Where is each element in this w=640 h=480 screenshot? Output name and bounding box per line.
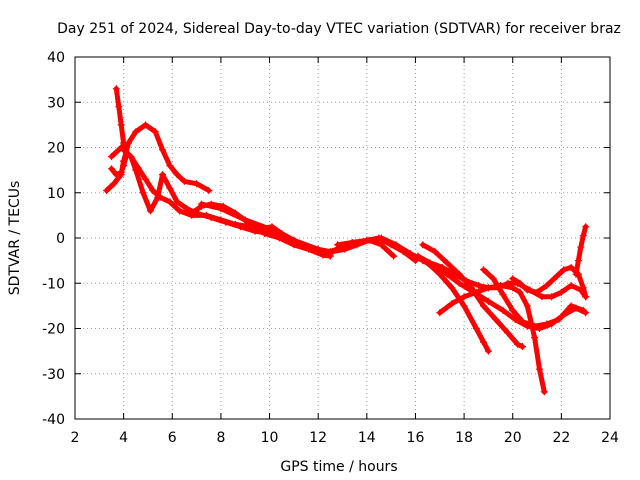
data-point-markers: [572, 223, 590, 278]
series-arc-13: [509, 263, 590, 301]
x-tick-label: 4: [119, 430, 128, 446]
y-tick-label: -10: [42, 276, 65, 292]
x-tick-label: 22: [552, 430, 570, 446]
x-tick-label: 24: [601, 430, 619, 446]
x-tick-label: 8: [216, 430, 225, 446]
series-arc-4: [127, 153, 334, 260]
series-arc-2: [108, 85, 130, 179]
data-series: [103, 85, 590, 396]
data-point-markers: [103, 121, 213, 194]
y-tick-label: 20: [47, 141, 65, 157]
series-trace: [437, 283, 547, 395]
plot-frame: [74, 56, 611, 420]
x-tick-label: 12: [309, 430, 327, 446]
data-point-markers: [127, 153, 334, 260]
series-arc-1: [103, 121, 213, 194]
y-tick-label: 40: [47, 50, 65, 66]
series-arc-12: [480, 266, 587, 330]
x-tick-label: 6: [168, 430, 177, 446]
data-point-markers: [419, 241, 526, 351]
x-tick-labels: 2 4 6 8 10 12 14 16 18 20 22 24: [71, 430, 619, 446]
x-axis-label: GPS time / hours: [280, 459, 397, 475]
y-tick-label: -20: [42, 322, 65, 338]
series-arc-14: [572, 223, 590, 278]
series-trace: [189, 201, 397, 259]
y-tick-label: -30: [42, 367, 65, 383]
y-tick-labels: -40 -30 -20 -10 0 10 20 30 40: [42, 50, 65, 428]
data-point-markers: [480, 266, 587, 330]
x-tick-label: 16: [407, 430, 425, 446]
x-tick-label: 10: [261, 430, 279, 446]
series-arc-10: [424, 259, 492, 355]
data-point-markers: [424, 259, 492, 355]
x-tick-label: 18: [455, 430, 473, 446]
x-tick-label: 2: [71, 430, 80, 446]
series-trace: [481, 267, 586, 329]
x-tick-label: 20: [504, 430, 522, 446]
x-tick-label: 14: [358, 430, 376, 446]
y-axis-label: SDTVAR / TECUs: [7, 181, 23, 296]
grid-lines: [75, 57, 610, 419]
y-tick-label: 0: [56, 231, 65, 247]
data-point-markers: [108, 85, 130, 179]
series-trace: [128, 154, 333, 259]
y-tick-label: -40: [42, 412, 65, 428]
chart-title: Day 251 of 2024, Sidereal Day-to-day VTE…: [57, 21, 621, 37]
data-point-markers: [436, 282, 548, 396]
series-arc-11: [436, 282, 548, 396]
series-arc-9: [419, 241, 526, 351]
y-tick-label: 10: [47, 186, 65, 202]
series-trace: [420, 242, 525, 350]
y-tick-label: 30: [47, 95, 65, 111]
